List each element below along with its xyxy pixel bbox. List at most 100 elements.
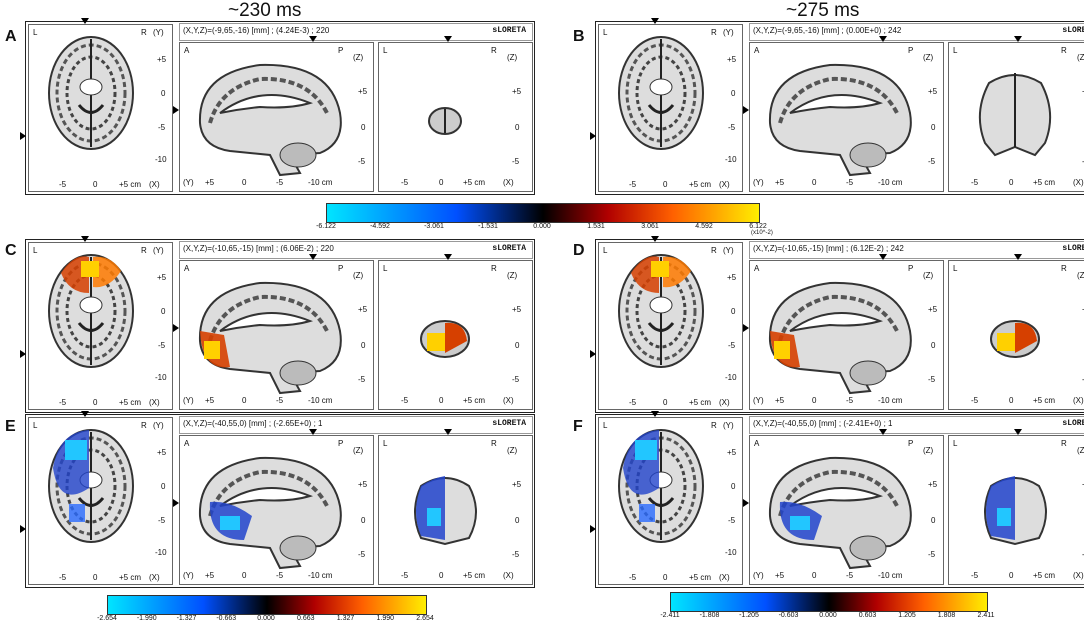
panel-c: L R (Y) +5 0 -5 -10 -5 0 +5 cm (X) (X,Y,Z)=(-10,65,… (20, 236, 535, 413)
tick: 0 (515, 516, 520, 525)
coronal-view: L R (Z) +5 0 -5 -5 0 +5 cm (X) (378, 42, 533, 192)
colorbar-tick-label: 0.663 (296, 615, 315, 622)
tick: -5 (846, 396, 854, 405)
tick: -10 (725, 548, 737, 557)
cursor-marker-icon (309, 36, 317, 42)
panel-d: L R (Y) +5 0 -5 -10 -5 0 +5 cm (X) (X,Y,Z)=(-10,65,… (590, 236, 1084, 413)
panel-letter: B (573, 28, 585, 45)
tick: 0 (663, 573, 668, 582)
axis-label-z: (Z) (507, 271, 518, 280)
panel-letter: D (573, 242, 585, 259)
tick: -5 (728, 516, 736, 525)
tick: -5 (59, 398, 67, 407)
tick: 0 (812, 571, 817, 580)
cursor-marker-icon (444, 429, 452, 435)
axis-label-y: (Y) (753, 178, 764, 187)
sagittal-view: A P (Z) +5 0 -5 (Y) +5 0 -5 -10 cm (749, 260, 944, 410)
tick: +5 cm (463, 178, 486, 187)
tick: 0 (242, 178, 247, 187)
axis-label-r: R (1061, 264, 1067, 273)
tick: -5 (512, 157, 520, 166)
tick: 0 (93, 573, 98, 582)
colorbar-tick-label: 0.000 (533, 223, 551, 230)
colorbar-tick-label: 1.531 (587, 223, 605, 230)
axis-label-a: A (754, 439, 760, 448)
colorbar-tick-label: -2.654 (97, 615, 117, 622)
axial-view: L R (Y) +5 0 -5 -10 -5 0 +5 cm (X) (28, 242, 173, 410)
axial-view: L R (Y) +5 0 -5 -10 -5 0 +5 cm (X) (598, 242, 743, 410)
tick: 0 (812, 178, 817, 187)
tick: +5 (157, 448, 167, 457)
colorbar-tick-label: -1.990 (136, 615, 157, 622)
cursor-marker-icon (1014, 36, 1022, 42)
cursor-marker-icon (173, 499, 179, 507)
tick: -5 (728, 123, 736, 132)
tick: -10 cm (878, 396, 903, 405)
brand-label: sLORETA (492, 244, 526, 253)
tick: +5 (157, 273, 167, 282)
panel-letter: F (573, 418, 583, 435)
axis-label-y: (Y) (753, 571, 764, 580)
colorbar-tick-label: 3.061 (641, 223, 659, 230)
tick: -5 (1082, 375, 1084, 384)
tick: 0 (242, 396, 247, 405)
cursor-marker-icon (20, 132, 26, 140)
tick: +5 (205, 571, 215, 580)
tick: 0 (931, 516, 936, 525)
colorbar-gradient (670, 592, 988, 612)
axis-label-r: R (711, 421, 717, 430)
axis-label-l: L (383, 439, 388, 448)
header-left: ~230 ms (228, 0, 302, 21)
tick: -5 (1082, 157, 1084, 166)
cursor-marker-icon (651, 411, 659, 417)
readout-text: (X,Y,Z)=(-40,55,0) [mm] ; (-2.41E+0) ; 1 (753, 419, 893, 428)
tick: +5 (358, 480, 368, 489)
tick: -10 (725, 373, 737, 382)
cursor-marker-icon (309, 254, 317, 260)
tick: +5 (1082, 305, 1084, 314)
panel-e: L R (Y) +5 0 -5 -10 -5 0 +5 cm (X) (X,Y,Z)=(-40,55,… (20, 411, 535, 588)
colorbar-tick-label: -0.663 (216, 615, 237, 622)
axis-label-y: (Y) (183, 571, 194, 580)
tick: +5 (775, 396, 785, 405)
tick: -5 (1082, 550, 1084, 559)
tick: 0 (812, 396, 817, 405)
tick: +5 (512, 305, 522, 314)
tick: +5 (157, 55, 167, 64)
tick: +5 (775, 178, 785, 187)
axis-label-r: R (491, 264, 497, 273)
axis-label-l: L (33, 28, 38, 37)
cursor-marker-icon (651, 18, 659, 24)
brand-label: sLORETA (1062, 244, 1084, 253)
colorbar-tick-label: 6.122 (749, 223, 767, 230)
axis-label-l: L (603, 246, 608, 255)
tick: 0 (161, 89, 166, 98)
brand-label: sLORETA (1062, 419, 1084, 428)
panel-b: L R (Y) +5 0 -5 -10 -5 0 +5 cm (X) (X,Y,Z)=(-9,65,-… (590, 18, 1084, 195)
colorbar-tick-label: -3.061 (424, 223, 444, 230)
axis-label-x: (X) (719, 573, 730, 582)
colorbar-tick-label: 1.808 (937, 612, 956, 619)
tick: -5 (358, 375, 366, 384)
axis-label-p: P (908, 439, 914, 448)
panel-letter: A (5, 28, 17, 45)
tick: -5 (971, 396, 979, 405)
cursor-marker-icon (173, 106, 179, 114)
tick: +5 (358, 305, 368, 314)
axis-label-z: (Z) (353, 53, 364, 62)
tick: 0 (731, 307, 736, 316)
axis-label-x: (X) (149, 180, 160, 189)
cursor-marker-icon (879, 254, 887, 260)
tick: +5 (1082, 480, 1084, 489)
cursor-marker-icon (173, 324, 179, 332)
axis-label-r: R (711, 28, 717, 37)
axis-label-z: (Z) (923, 271, 934, 280)
colorbar-gradient (326, 203, 760, 223)
tick: 0 (439, 571, 444, 580)
cursor-marker-icon (590, 132, 596, 140)
axis-label-y: (Y) (183, 178, 194, 187)
colorbar-tick-label: -2.411 (660, 612, 680, 619)
axis-label-a: A (184, 46, 190, 55)
readout-text: (X,Y,Z)=(-40,55,0) [mm] ; (-2.65E+0) ; 1 (183, 419, 323, 428)
axis-label-a: A (754, 46, 760, 55)
